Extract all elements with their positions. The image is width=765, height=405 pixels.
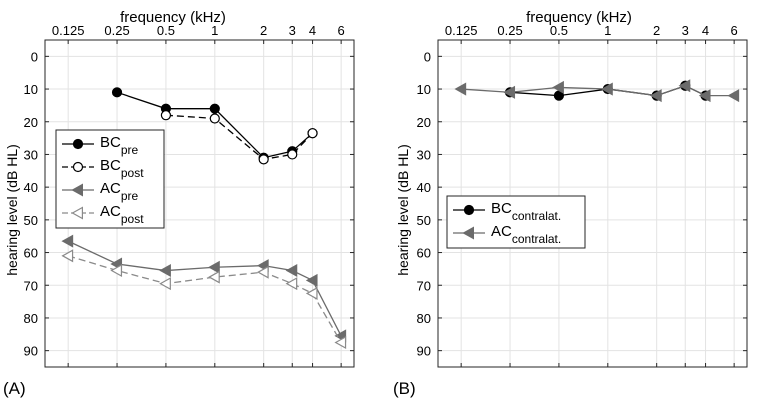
plot-frame bbox=[437, 39, 748, 368]
data-point bbox=[305, 273, 318, 287]
x-tick-label: 3 bbox=[682, 23, 689, 38]
x-tick-label: 0.125 bbox=[52, 23, 85, 38]
series-ac-contralat bbox=[454, 79, 740, 103]
y-tick-label: 20 bbox=[24, 115, 38, 130]
y-tick-label: 80 bbox=[417, 311, 431, 326]
x-tick-label: 6 bbox=[338, 23, 345, 38]
x-tick-label: 3 bbox=[289, 23, 296, 38]
panel-a-top-title: frequency (kHz) bbox=[120, 9, 226, 26]
data-point bbox=[552, 80, 564, 94]
y-tick-label: 10 bbox=[417, 82, 431, 97]
data-point bbox=[160, 110, 172, 121]
data-point bbox=[285, 277, 298, 291]
data-point bbox=[256, 265, 269, 279]
x-tick-label: 1 bbox=[211, 23, 218, 38]
legend-label: ACpost bbox=[100, 203, 144, 226]
data-point bbox=[698, 89, 711, 103]
data-point bbox=[71, 183, 84, 197]
y-tick-label: 40 bbox=[417, 180, 431, 195]
data-point bbox=[307, 128, 318, 139]
x-tick-label: 1 bbox=[604, 23, 611, 38]
data-point bbox=[209, 113, 220, 124]
y-tick-label: 10 bbox=[24, 82, 38, 97]
y-tick-label: 30 bbox=[24, 147, 38, 162]
x-tick-label: 0.125 bbox=[445, 23, 478, 38]
data-point bbox=[454, 82, 467, 96]
legend-label: BCcontralat. bbox=[491, 200, 561, 223]
x-tick-label: 6 bbox=[731, 23, 738, 38]
panel-b-top-title: frequency (kHz) bbox=[526, 9, 632, 26]
data-point bbox=[287, 149, 298, 160]
data-point bbox=[61, 234, 74, 248]
data-point bbox=[208, 270, 220, 284]
y-tick-label: 40 bbox=[24, 180, 38, 195]
y-tick-label: 0 bbox=[424, 49, 431, 64]
panel-a: frequency (kHz) hearing level (dB HL) (A… bbox=[3, 9, 355, 398]
x-tick-label: 4 bbox=[702, 23, 709, 38]
x-tick-label: 0.25 bbox=[104, 23, 129, 38]
series-ac-post bbox=[61, 249, 347, 349]
series-line bbox=[67, 240, 342, 337]
x-tick-label: 2 bbox=[653, 23, 660, 38]
data-point bbox=[258, 154, 269, 165]
series-line bbox=[67, 255, 342, 343]
y-tick-label: 50 bbox=[417, 213, 431, 228]
data-point bbox=[209, 103, 220, 114]
y-tick-label: 20 bbox=[417, 115, 431, 130]
y-tick-label: 0 bbox=[31, 49, 38, 64]
x-tick-label: 4 bbox=[309, 23, 316, 38]
legend-label: ACcontralat. bbox=[491, 223, 561, 246]
panel-b-label: (B) bbox=[393, 379, 416, 398]
data-point bbox=[462, 226, 474, 240]
data-point bbox=[601, 82, 613, 96]
legend-label: ACpre bbox=[100, 180, 139, 203]
y-tick-label: 50 bbox=[24, 213, 38, 228]
data-point bbox=[71, 206, 84, 220]
panel-b-ylabel: hearing level (dB HL) bbox=[395, 144, 411, 276]
y-tick-label: 90 bbox=[417, 344, 431, 359]
panel-a-ylabel: hearing level (dB HL) bbox=[4, 144, 20, 276]
data-point bbox=[678, 79, 691, 93]
series-bc-post bbox=[160, 110, 318, 165]
legend-box bbox=[446, 195, 586, 249]
x-tick-label: 0.5 bbox=[550, 23, 568, 38]
x-tick-label: 2 bbox=[260, 23, 267, 38]
plot-frame bbox=[44, 39, 355, 368]
y-tick-label: 60 bbox=[417, 246, 431, 261]
data-point bbox=[649, 89, 662, 103]
data-point bbox=[159, 277, 171, 291]
x-tick-label: 0.5 bbox=[157, 23, 175, 38]
data-point bbox=[159, 264, 171, 278]
legend-label: BCpost bbox=[100, 157, 144, 180]
data-point bbox=[72, 161, 84, 173]
data-point bbox=[111, 87, 123, 98]
data-point bbox=[72, 138, 84, 150]
data-point bbox=[110, 264, 123, 278]
data-point bbox=[463, 204, 475, 216]
data-point bbox=[305, 286, 318, 300]
panel-1-grid bbox=[438, 40, 747, 367]
legend-label: BCpre bbox=[100, 134, 139, 157]
data-point bbox=[727, 89, 740, 103]
y-tick-label: 70 bbox=[24, 278, 38, 293]
data-point bbox=[503, 85, 516, 99]
y-tick-label: 90 bbox=[24, 344, 38, 359]
y-tick-label: 30 bbox=[417, 147, 431, 162]
data-point bbox=[285, 264, 298, 278]
y-tick-label: 80 bbox=[24, 311, 38, 326]
legend: BCcontralat.ACcontralat. bbox=[446, 195, 586, 249]
data-point bbox=[334, 335, 347, 349]
panel-b: frequency (kHz) hearing level (dB HL) (B… bbox=[393, 9, 748, 398]
x-tick-label: 0.25 bbox=[497, 23, 522, 38]
y-tick-label: 70 bbox=[417, 278, 431, 293]
y-tick-label: 60 bbox=[24, 246, 38, 261]
data-point bbox=[208, 260, 220, 274]
data-point bbox=[61, 249, 74, 263]
panel-a-label: (A) bbox=[3, 379, 26, 398]
